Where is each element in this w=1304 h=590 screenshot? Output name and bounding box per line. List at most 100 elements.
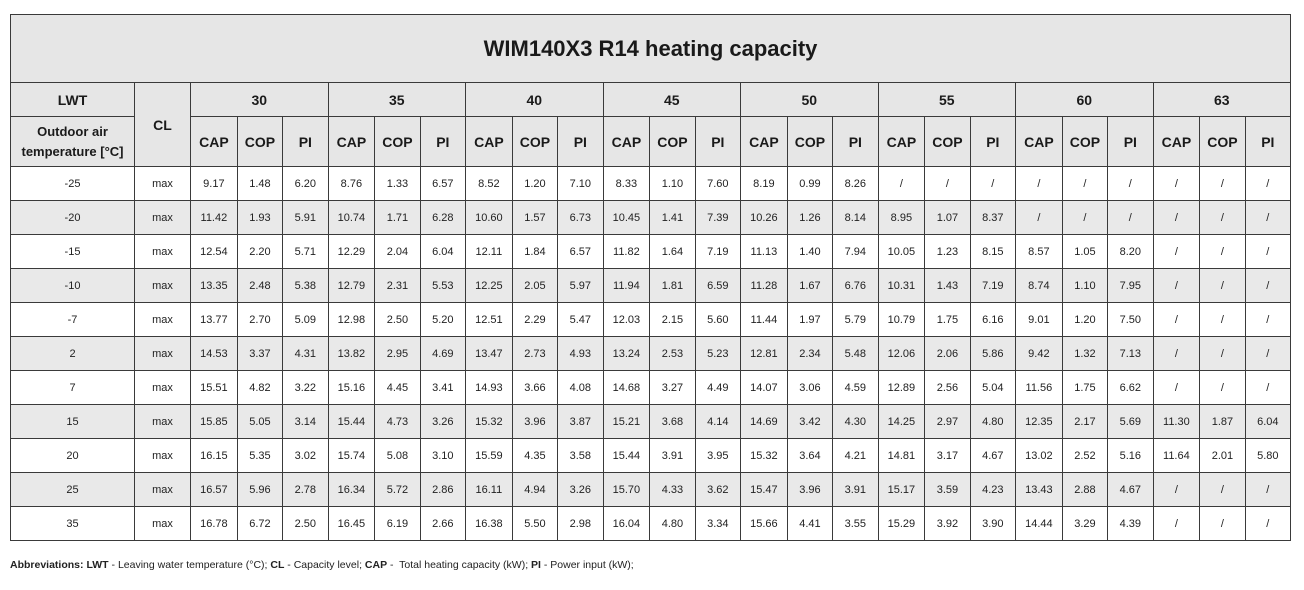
cop-value-cell: 5.35	[236, 438, 284, 473]
pi-value-cell: 4.30	[832, 404, 879, 439]
cop-value-cell: /	[1199, 506, 1246, 541]
pi-value-cell: 3.58	[557, 438, 604, 473]
cop-value-cell: 1.32	[1061, 336, 1109, 371]
outdoor-temp-cell: 20	[10, 438, 135, 473]
cap-value-cell: 14.44	[1015, 506, 1063, 541]
cop-value-cell: /	[1199, 166, 1246, 201]
cap-value-cell: 15.16	[327, 370, 376, 405]
cap-value-cell: 10.60	[465, 200, 513, 235]
pi-value-cell: 3.55	[832, 506, 879, 541]
cl-label: CL	[134, 82, 191, 167]
pi-value-cell: 2.86	[419, 472, 467, 507]
lwt-group-35: 35	[327, 82, 466, 117]
pi-value-cell: 5.91	[282, 200, 329, 235]
pi-value-cell: 8.37	[969, 200, 1017, 235]
cop-value-cell: 2.20	[236, 234, 284, 269]
pi-value-cell: /	[1244, 336, 1292, 371]
cap-value-cell: 12.98	[327, 302, 376, 337]
capacity-level-cell: max	[134, 370, 191, 405]
cap-value-cell: 8.19	[740, 166, 788, 201]
cop-header-50: COP	[786, 116, 834, 167]
pi-value-cell: 3.41	[419, 370, 467, 405]
capacity-level-cell: max	[134, 438, 191, 473]
abbreviation-definition: - Leaving water temperature (°C);	[108, 559, 271, 571]
cap-value-cell: 10.79	[877, 302, 926, 337]
table-row: 7 max 15.51 4.82 3.22 15.16 4.45 3.41 14.93 3.66 4…	[10, 370, 1292, 405]
cop-value-cell: 3.59	[924, 472, 971, 507]
cap-value-cell: /	[1152, 268, 1201, 303]
cap-value-cell: /	[1152, 506, 1201, 541]
cop-value-cell: 4.80	[649, 506, 696, 541]
cop-value-cell: 3.96	[511, 404, 559, 439]
pi-value-cell: 8.26	[832, 166, 879, 201]
outdoor-air-temp-label: Outdoor air temperature [°C]	[10, 116, 135, 167]
cop-value-cell: 4.94	[511, 472, 559, 507]
cap-value-cell: 11.82	[602, 234, 651, 269]
cop-value-cell: 2.50	[374, 302, 421, 337]
abbreviation-term: PI	[531, 559, 541, 571]
cap-value-cell: 14.07	[740, 370, 788, 405]
cop-value-cell: 4.33	[649, 472, 696, 507]
cap-value-cell: 15.32	[740, 438, 788, 473]
pi-value-cell: 6.16	[969, 302, 1017, 337]
cap-value-cell: 14.69	[740, 404, 788, 439]
abbreviation-definition: - Power input (kW);	[540, 559, 634, 571]
pi-header-55: PI	[969, 116, 1017, 167]
abbreviation-term: LWT	[86, 559, 109, 571]
pi-value-cell: 5.86	[969, 336, 1017, 371]
pi-value-cell: 6.04	[419, 234, 467, 269]
pi-value-cell: /	[1244, 166, 1292, 201]
lwt-label: LWT	[10, 82, 135, 117]
cop-value-cell: 2.15	[649, 302, 696, 337]
heating-capacity-table: WIM140X3 R14 heating capacity LWT CL 30 3…	[9, 14, 1292, 541]
cop-value-cell: 3.29	[1061, 506, 1109, 541]
cap-value-cell: /	[1152, 234, 1201, 269]
cop-value-cell: 1.41	[649, 200, 696, 235]
outdoor-temp-cell: 7	[10, 370, 135, 405]
cap-value-cell: /	[1152, 370, 1201, 405]
cap-value-cell: 15.44	[327, 404, 376, 439]
cap-value-cell: 8.52	[465, 166, 513, 201]
cop-value-cell: 3.66	[511, 370, 559, 405]
pi-value-cell: 7.95	[1107, 268, 1154, 303]
cap-value-cell: 14.25	[877, 404, 926, 439]
pi-value-cell: 5.53	[419, 268, 467, 303]
cap-value-cell: 12.54	[190, 234, 238, 269]
subcolumn-header-row: Outdoor air temperature [°C] CAP COP PI CAP…	[10, 116, 1292, 167]
cop-value-cell: /	[1199, 336, 1246, 371]
title-row: WIM140X3 R14 heating capacity	[9, 14, 1292, 83]
cop-value-cell: 1.48	[236, 166, 284, 201]
pi-value-cell: 6.57	[557, 234, 604, 269]
pi-value-cell: 5.23	[694, 336, 742, 371]
table-row: -20 max 11.42 1.93 5.91 10.74 1.71 6.28 10.60 1.5…	[10, 200, 1292, 235]
cop-value-cell: 1.81	[649, 268, 696, 303]
pi-value-cell: 5.38	[282, 268, 329, 303]
cop-value-cell: 4.35	[511, 438, 559, 473]
pi-header-63: PI	[1244, 116, 1292, 167]
outdoor-temp-cell: -15	[10, 234, 135, 269]
pi-value-cell: 7.19	[969, 268, 1017, 303]
cop-value-cell: 2.70	[236, 302, 284, 337]
pi-value-cell: 5.04	[969, 370, 1017, 405]
pi-value-cell: 5.79	[832, 302, 879, 337]
cop-value-cell: 2.53	[649, 336, 696, 371]
cap-value-cell: 13.35	[190, 268, 238, 303]
cap-value-cell: 11.30	[1152, 404, 1201, 439]
pi-value-cell: 4.39	[1107, 506, 1154, 541]
table-row: -10 max 13.35 2.48 5.38 12.79 2.31 5.53 12.25 2.0…	[10, 268, 1292, 303]
lwt-group-50: 50	[740, 82, 879, 117]
cap-value-cell: 12.35	[1015, 404, 1063, 439]
pi-value-cell: 3.87	[557, 404, 604, 439]
cop-value-cell: 4.45	[374, 370, 421, 405]
cap-value-cell: 10.31	[877, 268, 926, 303]
pi-value-cell: 3.02	[282, 438, 329, 473]
cap-value-cell: 16.45	[327, 506, 376, 541]
pi-value-cell: /	[1244, 200, 1292, 235]
cop-value-cell: 3.91	[649, 438, 696, 473]
cop-value-cell: 3.96	[786, 472, 834, 507]
cop-header-35: COP	[374, 116, 421, 167]
cap-value-cell: 15.74	[327, 438, 376, 473]
cop-header-55: COP	[924, 116, 971, 167]
cap-value-cell: 15.17	[877, 472, 926, 507]
cap-value-cell: 15.51	[190, 370, 238, 405]
